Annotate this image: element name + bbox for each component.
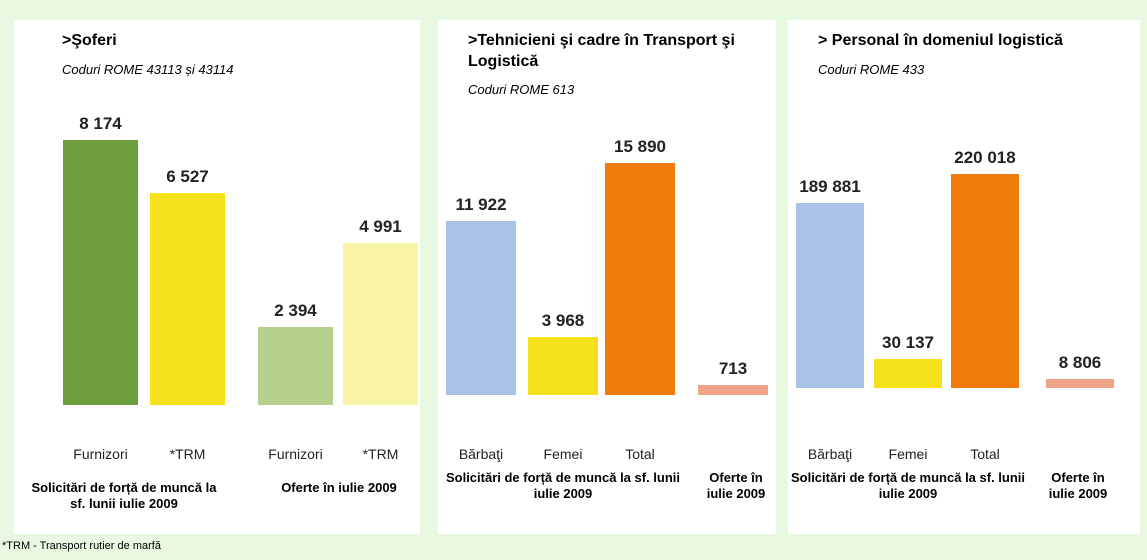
category-label: Furnizori — [268, 446, 323, 462]
chart-title: >Tehnicieni şi cadre în Transport şi Log… — [468, 32, 735, 70]
chart-title: >Şoferi — [62, 32, 117, 49]
chart-title: > Personal în domeniul logistică — [818, 32, 1063, 49]
group-label: Solicitări de forță de muncă la sf. luni… — [31, 480, 217, 511]
value-label: 713 — [718, 358, 748, 378]
bar — [1046, 379, 1114, 388]
chart-subtitle: Coduri ROME 433 — [818, 62, 925, 77]
value-label: 2 394 — [274, 301, 317, 321]
value-label: 3 968 — [541, 311, 585, 331]
value-label: 6 527 — [166, 167, 209, 187]
group-label: Oferte în iulie 2009 — [1048, 470, 1108, 501]
footnote: *TRM - Transport rutier de marfă — [2, 540, 161, 552]
chart-subtitle: Coduri ROME 613 — [468, 82, 575, 97]
group-label: Solicitări de forță de muncă la sf. luni… — [790, 470, 1026, 501]
category-label: *TRM — [362, 446, 399, 462]
bar — [698, 384, 768, 395]
bar — [63, 139, 138, 405]
category-label: Total — [970, 446, 1000, 462]
category-label: Furnizori — [73, 446, 128, 462]
bar — [528, 337, 598, 395]
value-label: 8 174 — [79, 113, 122, 133]
category-label: *TRM — [169, 446, 206, 462]
bar — [951, 173, 1019, 388]
value-label: 30 137 — [882, 332, 934, 352]
group-label: Oferte în iulie 2009 — [281, 480, 397, 495]
value-label: 4 991 — [359, 217, 402, 237]
chart-subtitle: Coduri ROME 43113 și 43114 — [62, 62, 234, 77]
chart-panel: >Şoferi Coduri ROME 43113 și 43114 8 174 Fu… — [14, 20, 420, 534]
category-label: Femei — [543, 446, 583, 462]
group-label: Oferte în iulie 2009 — [706, 470, 766, 501]
group-label: Solicitări de forță de muncă la sf. luni… — [445, 470, 681, 501]
value-label: 15 890 — [614, 137, 666, 156]
value-label: 11 922 — [455, 194, 507, 214]
bar — [874, 358, 942, 388]
chart-panel: >Tehnicieni şi cadre în Transport şi Log… — [438, 20, 776, 534]
category-label: Total — [625, 446, 655, 462]
value-label: 189 881 — [799, 177, 861, 197]
chart-panel: > Personal în domeniul logistică Coduri R… — [788, 20, 1140, 534]
category-label: Bărbaţi — [458, 446, 504, 462]
bar — [150, 193, 225, 405]
value-label: 8 806 — [1058, 353, 1102, 373]
bar — [343, 243, 418, 405]
bar — [446, 220, 516, 395]
bar — [258, 327, 333, 405]
category-label: Femei — [888, 446, 928, 462]
bar — [605, 163, 675, 395]
category-label: Bărbaţi — [807, 446, 853, 462]
bar — [796, 203, 864, 388]
value-label: 220 018 — [954, 147, 1016, 167]
